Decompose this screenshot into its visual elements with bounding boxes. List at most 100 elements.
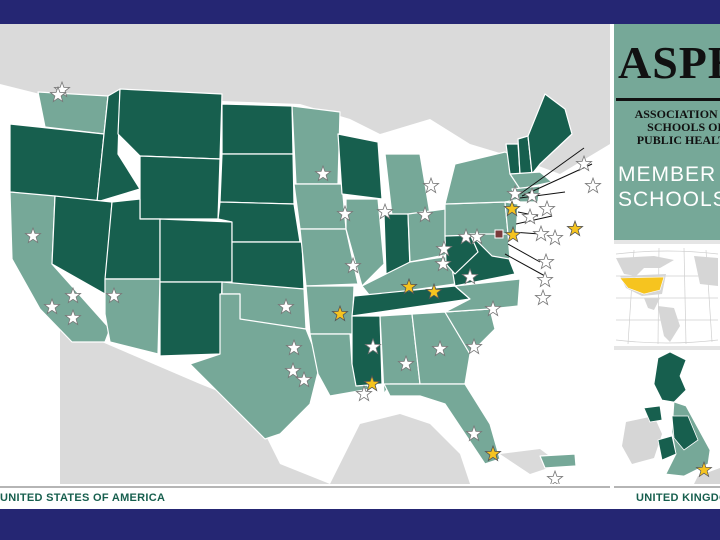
asph-logo-text: ASPH [618,37,720,88]
school-star [397,354,415,372]
school-star [434,254,452,272]
state-ms [351,315,383,387]
state-or [9,123,105,203]
school-star [336,204,354,222]
school-star [64,308,82,326]
school-star-gold [484,444,502,462]
school-star [49,85,67,103]
school-star [105,286,123,304]
state-tx [189,293,321,440]
world-locator-svg [614,246,720,346]
school-star-gold [503,199,521,217]
state-il [345,198,385,287]
school-star [575,154,593,172]
school-star [43,297,61,315]
us-caption-rule [0,486,610,488]
school-star [532,224,550,242]
state-oh [407,208,451,263]
school-star [468,227,486,245]
logo-subtitle-line-2: SCHOOLS OF [647,120,720,134]
uk-map [614,350,720,484]
logo-subtitle-line-1: ASSOCIATION OF [634,107,720,121]
state-mo [299,228,359,287]
logo-subtitle: ASSOCIATION OF SCHOOLS OF PUBLIC HEALTH [616,108,720,147]
school-star [285,338,303,356]
england-member-region [671,415,699,451]
uk-caption-rule [614,486,720,488]
dc-marker [494,229,504,239]
school-star [538,199,556,217]
school-star [422,176,440,194]
slide-content: UNITED STATES OF AMERICA ASPH ASSOCIATIO… [0,24,720,509]
school-star [431,339,449,357]
uk-caption: UNITED KINGDOM [636,492,720,504]
school-star [435,239,453,257]
school-star [284,361,302,379]
column-separator [610,24,614,509]
school-star [465,337,483,355]
title-line-schools: SCHOOLS [618,188,720,211]
northern-ireland [643,405,663,423]
panel-gap [614,346,720,350]
school-star [546,228,564,246]
state-ia [293,183,347,230]
school-star-gold [331,304,349,322]
state-ks [231,241,305,290]
state-nm [159,281,223,357]
title-panel: ASPH ASSOCIATION OF SCHOOLS OF PUBLIC HE… [614,24,720,240]
sidebar: ASPH ASSOCIATION OF SCHOOLS OF PUBLIC HE… [614,24,720,484]
school-star [523,186,541,204]
state-mt [117,88,223,160]
scotland [653,351,687,403]
school-star [364,337,382,355]
school-star [277,297,295,315]
school-star-gold [363,374,381,392]
world-locator-map [614,246,720,346]
school-star-gold [566,219,584,237]
us-map [0,24,610,484]
logo-subtitle-line-3: PUBLIC HEALTH [636,133,720,147]
school-star [537,252,555,270]
school-star [534,288,552,306]
state-wy [139,155,221,220]
top-frame-band [0,0,720,24]
school-star [24,226,42,244]
us-caption: UNITED STATES OF AMERICA [0,492,166,504]
school-star [64,286,82,304]
school-star [536,270,554,288]
school-star-gold [425,282,443,300]
school-star [506,184,524,202]
logo-rule [616,98,720,101]
bottom-frame-band [0,509,720,540]
school-star [584,176,602,194]
state-nd [221,103,294,155]
state-co [159,218,233,283]
usa-highlight [619,276,665,295]
school-stars [24,80,602,484]
wales [657,435,677,461]
uk-map-svg [614,350,720,484]
school-star [355,384,373,402]
school-star [484,299,502,317]
state-ar [305,285,355,335]
school-star [546,469,564,484]
ireland [622,416,662,464]
school-star [465,424,483,442]
school-star [295,370,313,388]
member-schools-title: MEMBER SCHOOLS [618,162,720,212]
territory-pr [539,453,577,469]
school-star [416,205,434,223]
school-star-gold [400,277,418,295]
school-star [461,267,479,285]
school-star [376,202,394,220]
state-sd [219,153,295,205]
uk-star-london [695,460,713,478]
state-fl [383,383,501,465]
us-map-panel [0,24,610,484]
panel-gap [614,240,720,244]
school-star [521,207,539,225]
state-az [104,278,161,355]
school-star [344,256,362,274]
title-line-member: MEMBER [618,163,717,186]
state-wi [337,133,383,200]
